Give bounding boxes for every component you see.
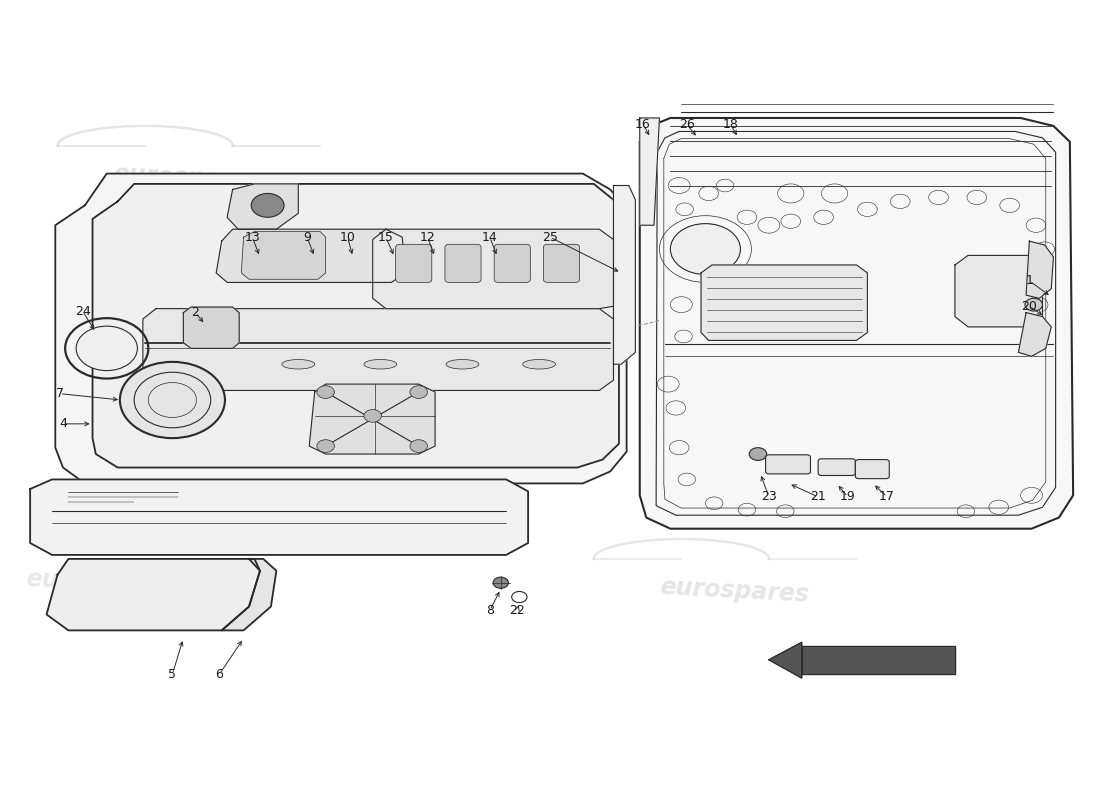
FancyBboxPatch shape <box>766 455 811 474</box>
Circle shape <box>364 410 382 422</box>
Circle shape <box>749 448 767 460</box>
Circle shape <box>670 224 740 274</box>
Text: eurospares: eurospares <box>659 574 810 606</box>
Text: 13: 13 <box>244 230 261 244</box>
Text: 26: 26 <box>679 118 695 131</box>
Polygon shape <box>46 559 260 630</box>
Polygon shape <box>30 479 528 555</box>
FancyBboxPatch shape <box>494 244 530 282</box>
Text: 20: 20 <box>1022 300 1037 313</box>
FancyBboxPatch shape <box>543 244 580 282</box>
Text: 16: 16 <box>635 118 651 131</box>
Circle shape <box>410 440 428 453</box>
Text: 21: 21 <box>811 490 826 503</box>
Circle shape <box>76 326 138 370</box>
FancyBboxPatch shape <box>818 458 856 475</box>
Circle shape <box>410 386 428 398</box>
Polygon shape <box>241 231 326 279</box>
Polygon shape <box>373 229 614 309</box>
Polygon shape <box>55 174 627 483</box>
Text: 7: 7 <box>56 387 64 400</box>
Text: 6: 6 <box>216 667 223 681</box>
Polygon shape <box>92 184 619 467</box>
Text: 22: 22 <box>509 604 525 617</box>
Polygon shape <box>143 309 614 390</box>
Text: 14: 14 <box>482 230 497 244</box>
Text: 23: 23 <box>761 490 777 503</box>
Text: 1: 1 <box>1025 274 1033 287</box>
FancyBboxPatch shape <box>856 459 889 478</box>
Text: 24: 24 <box>75 305 90 318</box>
Polygon shape <box>217 229 406 282</box>
Circle shape <box>120 362 226 438</box>
Circle shape <box>317 440 334 453</box>
Text: 5: 5 <box>168 667 176 681</box>
Polygon shape <box>640 118 1074 529</box>
Text: 18: 18 <box>723 118 738 131</box>
Polygon shape <box>701 265 868 341</box>
Polygon shape <box>769 642 802 678</box>
Ellipse shape <box>522 359 556 369</box>
Circle shape <box>493 577 508 588</box>
Text: 2: 2 <box>191 306 199 319</box>
Polygon shape <box>184 307 239 348</box>
Ellipse shape <box>446 359 478 369</box>
Polygon shape <box>222 559 276 630</box>
Text: 17: 17 <box>879 490 895 503</box>
Polygon shape <box>802 646 955 674</box>
Polygon shape <box>1026 241 1054 298</box>
Circle shape <box>1025 298 1043 311</box>
Text: 4: 4 <box>59 418 67 430</box>
Circle shape <box>251 194 284 218</box>
Polygon shape <box>227 184 298 229</box>
Text: 10: 10 <box>340 230 355 244</box>
Polygon shape <box>955 255 1043 327</box>
Ellipse shape <box>282 359 315 369</box>
Text: eurospares: eurospares <box>112 162 263 194</box>
FancyBboxPatch shape <box>396 244 432 282</box>
Text: 25: 25 <box>542 230 558 244</box>
Text: 9: 9 <box>304 230 311 244</box>
Text: 15: 15 <box>378 230 394 244</box>
FancyBboxPatch shape <box>444 244 481 282</box>
Ellipse shape <box>364 359 397 369</box>
Polygon shape <box>309 384 436 454</box>
Polygon shape <box>614 186 636 364</box>
Polygon shape <box>640 118 659 226</box>
Text: 12: 12 <box>419 230 436 244</box>
Polygon shape <box>1019 313 1052 356</box>
Circle shape <box>317 386 334 398</box>
Text: 19: 19 <box>839 490 856 503</box>
Text: 8: 8 <box>486 604 494 617</box>
Text: eurospares: eurospares <box>24 567 175 598</box>
